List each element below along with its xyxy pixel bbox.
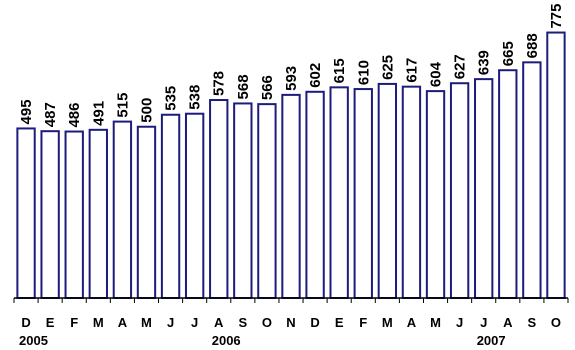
year-label: 2007 [477,333,506,348]
category-label: A [407,315,417,330]
category-label: J [480,315,487,330]
category-label: F [359,315,367,330]
year-label: 2005 [19,333,48,348]
category-label: S [238,315,247,330]
category-label: S [528,315,537,330]
bar-value-label: 578 [211,71,228,96]
bar-value-label: 627 [452,54,469,79]
bar [425,90,446,299]
value-labels-group: 495 487 486 491 515 500 535 538 578 568 566 593 602 6… [18,4,565,128]
x-ticks-group [13,298,569,303]
bar-value-label: 604 [428,61,445,87]
bar [474,78,494,299]
bar [498,69,518,300]
bar-value-label: 610 [355,60,372,85]
bar [16,127,36,299]
category-label: D [310,315,319,330]
bar-value-label: 535 [163,86,180,111]
category-label: D [21,315,30,330]
category-label: F [70,315,78,330]
category-label: M [93,315,104,330]
bar-value-label: 487 [42,102,59,127]
bar-value-label: 500 [138,98,155,123]
category-label: A [214,315,224,330]
bar-value-label: 486 [66,102,83,127]
bar-value-label: 602 [307,63,324,88]
category-label: E [46,315,55,330]
bar [136,125,157,300]
category-label: J [167,315,174,330]
bar-value-label: 568 [235,74,252,99]
category-label: M [430,315,441,330]
category-label: N [286,315,295,330]
bar-value-label: 617 [403,58,420,83]
bar-value-label: 615 [331,58,348,83]
bar-value-label: 538 [187,85,204,110]
bar [88,128,108,299]
bar-value-label: 491 [90,101,107,126]
bar [160,113,181,299]
bar [401,85,422,299]
bar [329,86,349,299]
category-label: J [456,315,463,330]
category-label: E [335,315,344,330]
bar [257,103,277,299]
bar [353,88,373,300]
bar-value-label: 688 [524,33,541,58]
year-labels-group: 2005 2006 2007 [19,333,506,348]
category-label: O [551,315,561,330]
bar-value-label: 566 [259,75,276,100]
bar-value-label: 775 [548,4,565,29]
bar-value-label: 639 [476,50,493,75]
year-label: 2006 [212,333,241,348]
category-label: A [503,315,513,330]
category-label: O [262,315,272,330]
bar-value-label: 625 [379,55,396,80]
bar [281,93,301,299]
bar [449,82,470,299]
bar [112,120,133,299]
bar [209,99,229,300]
bar [64,130,84,299]
bar [40,130,60,299]
category-label: A [118,315,128,330]
category-label: J [191,315,198,330]
bar-value-label: 495 [18,99,35,124]
bar [522,61,542,300]
bar [377,82,398,299]
bar-value-label: 515 [114,93,131,118]
bar [184,112,205,299]
bar [233,102,253,299]
category-label: M [141,315,152,330]
bar-value-label: 665 [500,41,517,66]
bar-value-label: 593 [283,66,300,91]
bar [305,90,325,299]
bar [546,31,566,300]
category-label: M [382,315,393,330]
